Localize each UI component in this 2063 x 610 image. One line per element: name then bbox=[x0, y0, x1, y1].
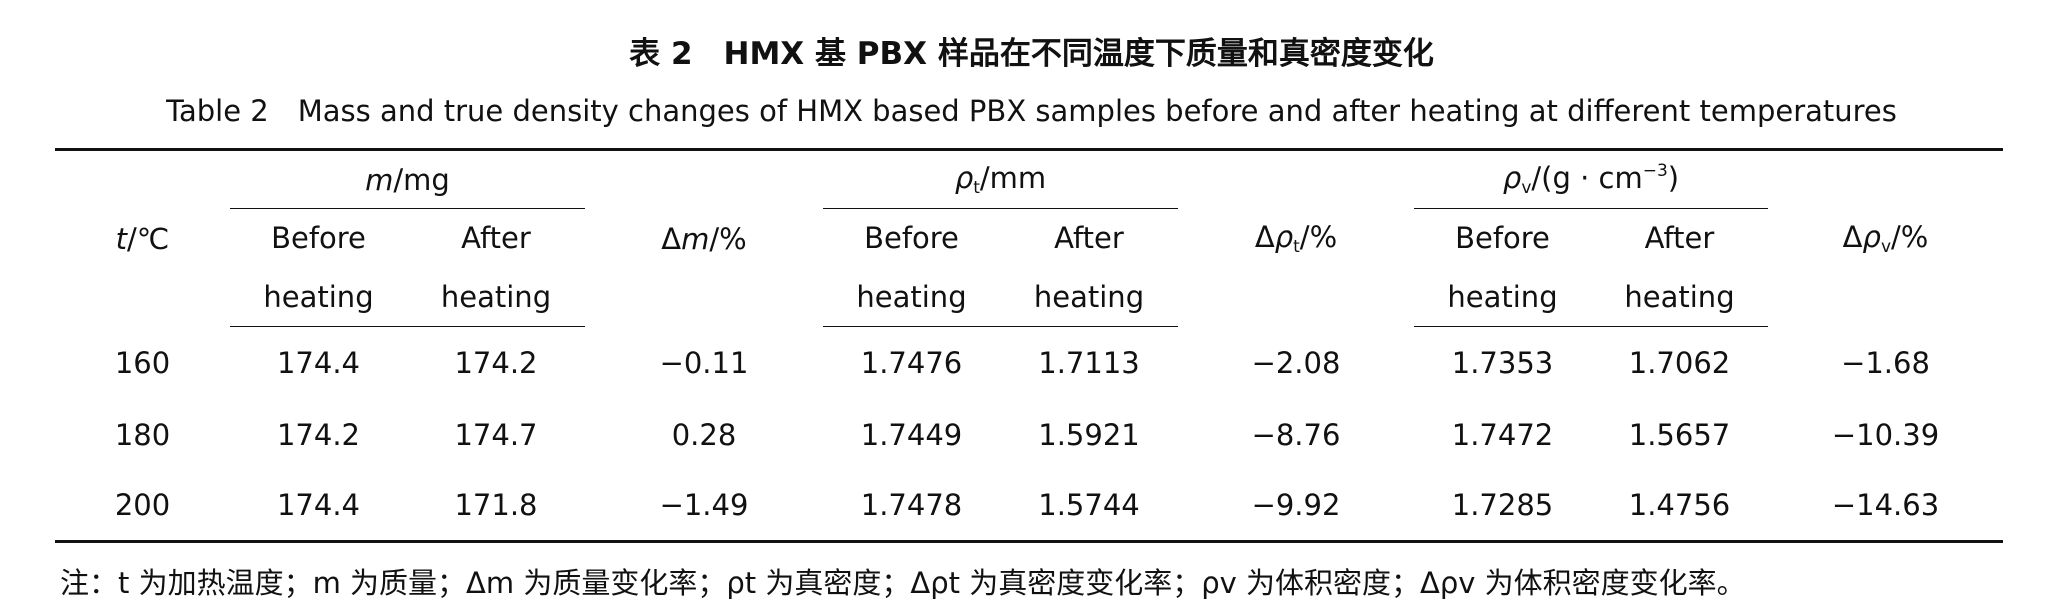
group-header: ρt/mm bbox=[823, 149, 1178, 209]
header-cell: Δρv/% bbox=[1768, 150, 2003, 327]
sub-header: After bbox=[1644, 221, 1715, 256]
superscript: −3 bbox=[1642, 161, 1668, 181]
sub-header: heating bbox=[1414, 267, 1591, 327]
table-cell: 1.4756 bbox=[1628, 488, 1731, 523]
unit: /% bbox=[709, 221, 747, 256]
symbol: m bbox=[681, 221, 710, 256]
subscript: v bbox=[1880, 237, 1891, 258]
table-cell: 1.7062 bbox=[1628, 346, 1731, 381]
unit: /(g · cm bbox=[1531, 161, 1643, 195]
symbol: ρ bbox=[1862, 220, 1881, 255]
unit: /mg bbox=[393, 162, 450, 197]
table-cell: −0.11 bbox=[659, 346, 749, 380]
unit: /℃ bbox=[127, 221, 170, 256]
table-cell: 1.5921 bbox=[1038, 418, 1140, 452]
table-cell: −1.68 bbox=[1841, 346, 1930, 380]
sub-header: heating bbox=[1591, 267, 1768, 327]
sub-header: After bbox=[461, 221, 531, 256]
note: 注：t 为加热温度；m 为质量；Δm 为质量变化率；ρt 为真密度；Δρt 为真… bbox=[60, 566, 1746, 600]
table-header: t/℃ m/mg Δm/% ρt/mm Δρt/% ρv/(g · cm−3) … bbox=[55, 149, 2003, 327]
unit: /% bbox=[1891, 220, 1929, 255]
table-row: 180 174.2 174.7 0.28 1.7449 1.5921 −8.76 1.7472… bbox=[55, 400, 2003, 471]
header-cell: t/℃ bbox=[55, 150, 230, 327]
table-cell: 180 bbox=[114, 418, 171, 452]
table: t/℃ m/mg Δm/% ρt/mm Δρt/% ρv/(g · cm−3) … bbox=[55, 148, 2003, 543]
sub-header: heating bbox=[407, 267, 585, 327]
table-cell: 1.5744 bbox=[1038, 488, 1140, 523]
table-cell: −9.92 bbox=[1251, 488, 1341, 523]
table-cell: 174.7 bbox=[454, 418, 538, 452]
table-cell: 171.8 bbox=[454, 488, 538, 523]
sub-header: heating bbox=[1000, 267, 1178, 327]
unit: /% bbox=[1299, 220, 1338, 255]
symbol: m bbox=[365, 162, 394, 197]
title-cn: 表 2 HMX 基 PBX 样品在不同温度下质量和真密度变化 bbox=[629, 36, 1434, 72]
group-header: ρv/(g · cm−3) bbox=[1414, 149, 1768, 209]
table-cell: 0.28 bbox=[671, 418, 737, 452]
table-cell: 1.7478 bbox=[860, 488, 963, 523]
table-body: 160 174.4 174.2 −0.11 1.7476 1.7113 −2.08 1.735… bbox=[55, 327, 2003, 542]
prefix: Δ bbox=[661, 221, 682, 256]
table-cell: 200 bbox=[114, 488, 171, 523]
symbol: t bbox=[115, 221, 128, 256]
table-cell: 174.4 bbox=[276, 346, 361, 381]
table-cell: −14.63 bbox=[1831, 488, 1940, 523]
prefix: Δ bbox=[1842, 220, 1863, 255]
table-cell: 174.4 bbox=[276, 488, 361, 523]
table-cell: −1.49 bbox=[659, 488, 749, 523]
sub-header: Before bbox=[271, 221, 366, 256]
table-cell: 1.7476 bbox=[860, 346, 963, 381]
table-cell: 174.2 bbox=[454, 346, 538, 381]
symbol: ρ bbox=[1274, 220, 1294, 255]
table-row: 200 174.4 171.8 −1.49 1.7478 1.5744 −9.92 1.728… bbox=[55, 471, 2003, 542]
symbol: ρ bbox=[1502, 161, 1522, 195]
table-cell: −10.39 bbox=[1831, 418, 1940, 452]
table-cell: 160 bbox=[114, 346, 171, 380]
sub-header: Before bbox=[1455, 221, 1550, 256]
group-header: m/mg bbox=[230, 149, 585, 209]
table-cell: 1.7353 bbox=[1451, 346, 1554, 381]
subscript: v bbox=[1521, 178, 1532, 198]
unit: /mm bbox=[979, 161, 1047, 195]
title-en: Table 2 Mass and true density changes of… bbox=[166, 94, 1897, 128]
symbol: ρ bbox=[954, 161, 974, 195]
sub-header: Before bbox=[864, 221, 959, 256]
sub-header: heating bbox=[230, 267, 407, 327]
table-cell: 1.7285 bbox=[1451, 488, 1554, 523]
sub-header: After bbox=[1054, 221, 1124, 256]
subscript: t bbox=[973, 178, 980, 198]
table-row: 160 174.4 174.2 −0.11 1.7476 1.7113 −2.08 1.735… bbox=[55, 327, 2003, 400]
subscript: t bbox=[1293, 237, 1300, 258]
unit: ) bbox=[1667, 161, 1680, 195]
header-cell: Δm/% bbox=[585, 150, 823, 327]
table-cell: 1.7472 bbox=[1451, 418, 1554, 452]
table-cell: −2.08 bbox=[1251, 346, 1341, 380]
header-cell: Δρt/% bbox=[1178, 150, 1414, 327]
table-cell: 1.7113 bbox=[1038, 346, 1140, 381]
table-cell: 1.7449 bbox=[860, 418, 963, 452]
prefix: Δ bbox=[1254, 220, 1275, 255]
sub-header: heating bbox=[823, 267, 1000, 327]
table-cell: 174.2 bbox=[276, 418, 361, 452]
table-cell: 1.5657 bbox=[1628, 418, 1731, 452]
table-cell: −8.76 bbox=[1251, 418, 1341, 452]
